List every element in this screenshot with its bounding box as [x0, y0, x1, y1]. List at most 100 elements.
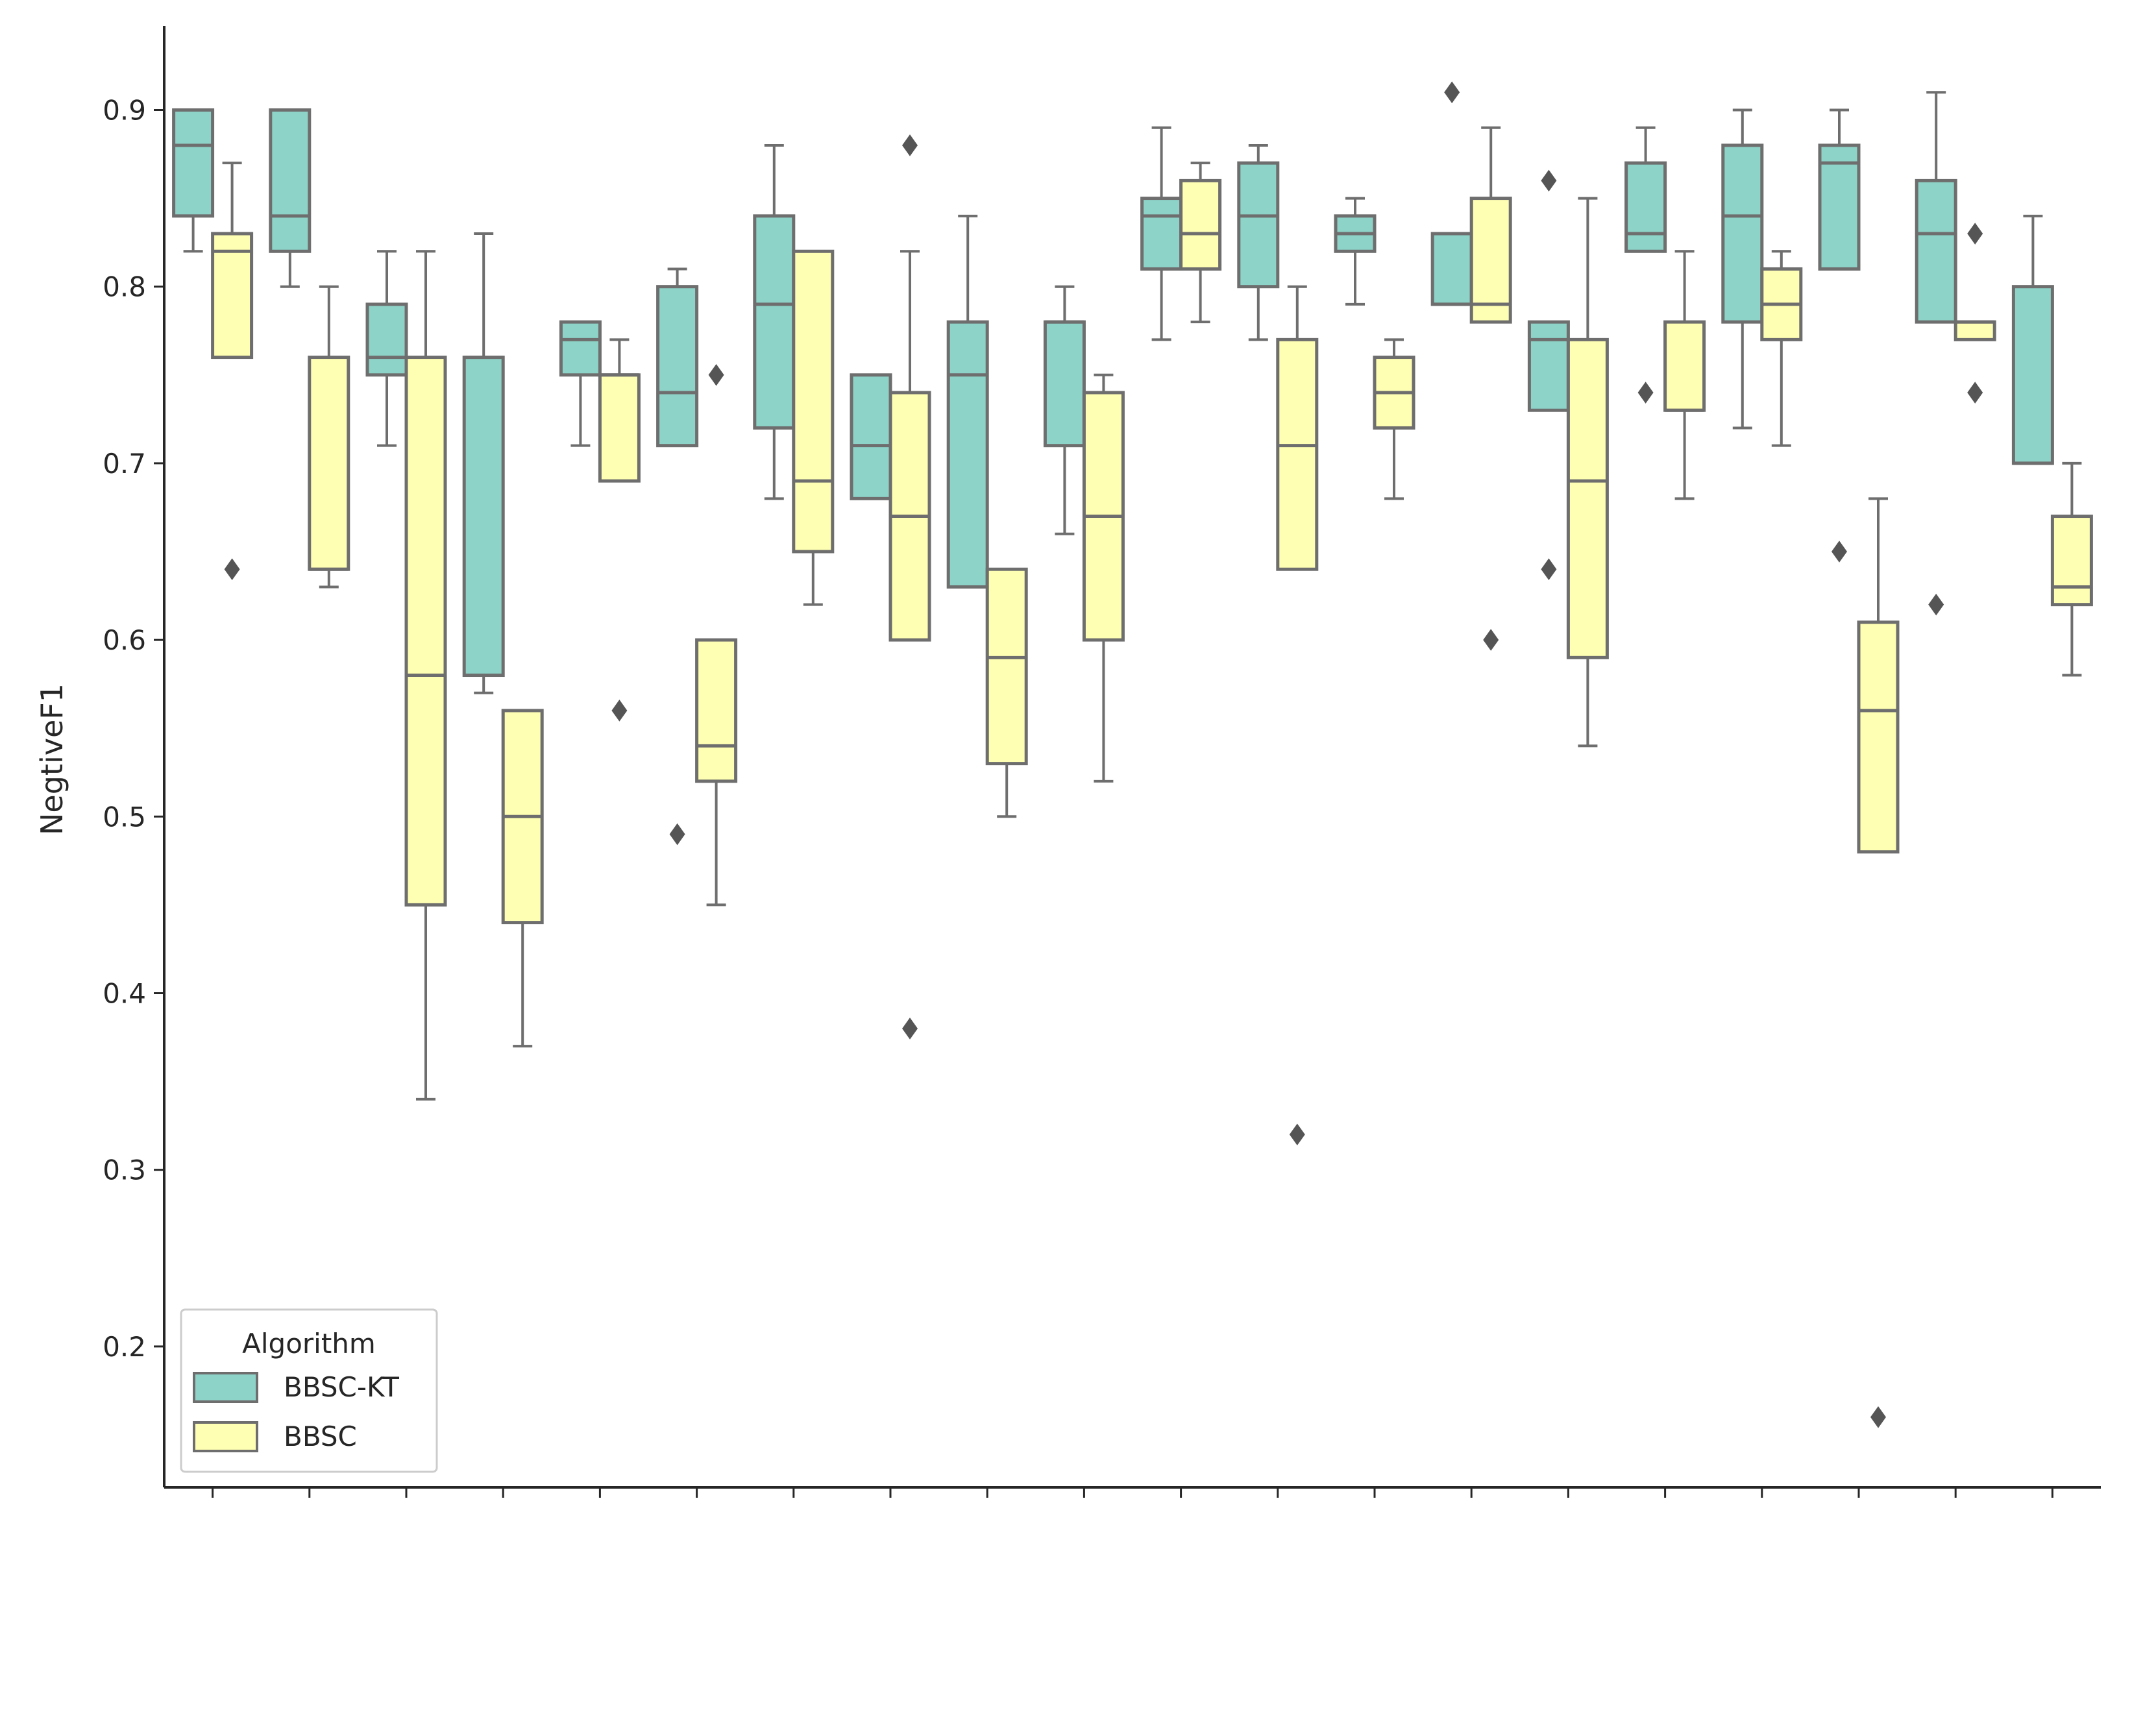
box-iqr [1237, 161, 1280, 289]
box-bbsc-dumbbell [598, 338, 641, 722]
x-tick-label: Baby [293, 1515, 326, 1587]
x-tick-label: AlarmClock [197, 1515, 230, 1677]
box-iqr [1527, 320, 1570, 412]
x-tick-label: Gloves [778, 1515, 811, 1611]
box-iqr [792, 249, 835, 554]
box-iqr [1179, 178, 1222, 271]
box-iqr [1140, 197, 1183, 271]
box-bbsc-kt-keyboard [1334, 197, 1377, 306]
outlier-marker [1831, 541, 1847, 563]
x-tick-label: Jewelry [1262, 1513, 1295, 1618]
outlier-marker [902, 1018, 918, 1040]
box-iqr [1430, 232, 1473, 306]
outlier-marker [1541, 558, 1557, 581]
x-tick-label: Sandal [1843, 1515, 1876, 1612]
outlier-marker [1967, 382, 1983, 404]
legend-swatch-bbsc [193, 1421, 258, 1452]
outlier-marker [224, 558, 240, 581]
box-bbsc-gloves [792, 249, 835, 606]
y-tick-label: 0.2 [103, 1331, 146, 1363]
box-bbsc-kt-alarmclock [172, 108, 215, 253]
y-tick-label: 0.8 [103, 271, 146, 303]
x-tick-label: Vacuum [1939, 1515, 1972, 1629]
box-bbsc-kt-graphicsca [946, 214, 989, 589]
outlier-marker [1637, 382, 1654, 404]
x-tick-label: CableModem [487, 1515, 520, 1702]
outlier-marker [1483, 629, 1499, 651]
box-bbsc-videogame [2050, 461, 2093, 677]
box-bbsc-bag [404, 250, 447, 1101]
outlier-marker [1967, 223, 1983, 245]
box-iqr [211, 232, 254, 360]
x-tick-label: Headphone [1068, 1515, 1101, 1679]
box-bbsc-kt-jewelry [1237, 143, 1280, 341]
box-iqr [1721, 143, 1764, 324]
box-bbsc-kt-headphone [1043, 285, 1086, 535]
box-iqr [462, 356, 505, 677]
outlier-marker [708, 364, 724, 386]
box-iqr [656, 285, 699, 448]
box-bbsc-jewelry [1276, 285, 1319, 1146]
box-iqr [695, 638, 738, 783]
legend-label-bbsc-kt: BBSC-KT [284, 1371, 399, 1403]
box-bbsc-kt-gps [850, 373, 892, 500]
box-bbsc-magazine [1469, 126, 1512, 651]
box-bbsc-gps [888, 134, 931, 1040]
box-iqr [365, 302, 408, 377]
outlier-marker [902, 134, 918, 156]
box-iqr [1857, 620, 1900, 854]
x-tick-label: MoviesTV [1552, 1515, 1585, 1651]
box-bbsc-graphicsca [985, 567, 1028, 818]
outlier-marker [1928, 593, 1944, 616]
box-bbsc-kt-videogame [2011, 214, 2054, 465]
box-bbsc-kt-vacuum [1915, 91, 1957, 616]
box-bbsc-flashlight [695, 364, 738, 907]
outlier-marker [669, 823, 685, 846]
box-bbsc-kt-moviestv [1527, 169, 1570, 581]
box-iqr [753, 214, 796, 430]
legend-label-bbsc: BBSC [284, 1421, 357, 1452]
box-bbsc-headphone [1082, 373, 1125, 783]
box-iqr [404, 356, 447, 907]
box-bbsc-moviestv [1566, 197, 1609, 748]
x-tick-label: Bag [390, 1515, 423, 1570]
x-tick-label: Dumbbell [583, 1515, 617, 1652]
box-bbsc-kt-flashlight [656, 267, 699, 846]
box-bbsc-kt-sandal [1818, 108, 1861, 563]
y-tick-label: 0.3 [103, 1154, 146, 1186]
outlier-marker [1541, 169, 1557, 192]
box-iqr [1818, 143, 1861, 271]
y-tick-label: 0.9 [103, 95, 146, 127]
box-iqr [1624, 161, 1667, 253]
outlier-marker [611, 700, 628, 722]
legend-title: Algorithm [242, 1328, 376, 1360]
box-bbsc-vacuum [1954, 223, 1996, 404]
x-tick-label: Flashlight [681, 1515, 714, 1653]
box-bbsc-keyboard [1373, 338, 1415, 500]
box-bbsc-alarmclock [211, 162, 254, 581]
box-iqr [1043, 320, 1086, 448]
box-bbsc-kt-magazine [1430, 81, 1473, 306]
box-iqr [1954, 320, 1996, 341]
box-iqr [2050, 515, 2093, 607]
x-tick-label: RiceCooker [1746, 1515, 1779, 1676]
y-tick-label: 0.4 [103, 978, 146, 1010]
y-tick-label: 0.6 [103, 624, 146, 656]
box-bbsc-kt-projector [1624, 126, 1667, 404]
box-bbsc-kt-ricecooker [1721, 108, 1764, 430]
box-iqr [269, 108, 312, 253]
x-tick-label: GPS [874, 1515, 907, 1572]
box-bbsc-baby [308, 285, 350, 589]
box-iqr [1566, 337, 1609, 659]
box-bbsc-kt-dumbbell [559, 320, 602, 447]
box-iqr [308, 356, 350, 571]
box-bbsc-sandal [1857, 497, 1900, 1428]
y-axis-title: NegtiveF1 [34, 683, 69, 835]
box-iqr [559, 320, 602, 377]
x-tick-label: GraphicsCa [971, 1515, 1004, 1678]
box-bbsc-kt-gloves [753, 143, 796, 500]
y-tick-label: 0.5 [103, 801, 146, 833]
x-tick-label: Magazine [1455, 1515, 1488, 1651]
x-tick-label: Projector [1649, 1515, 1682, 1642]
